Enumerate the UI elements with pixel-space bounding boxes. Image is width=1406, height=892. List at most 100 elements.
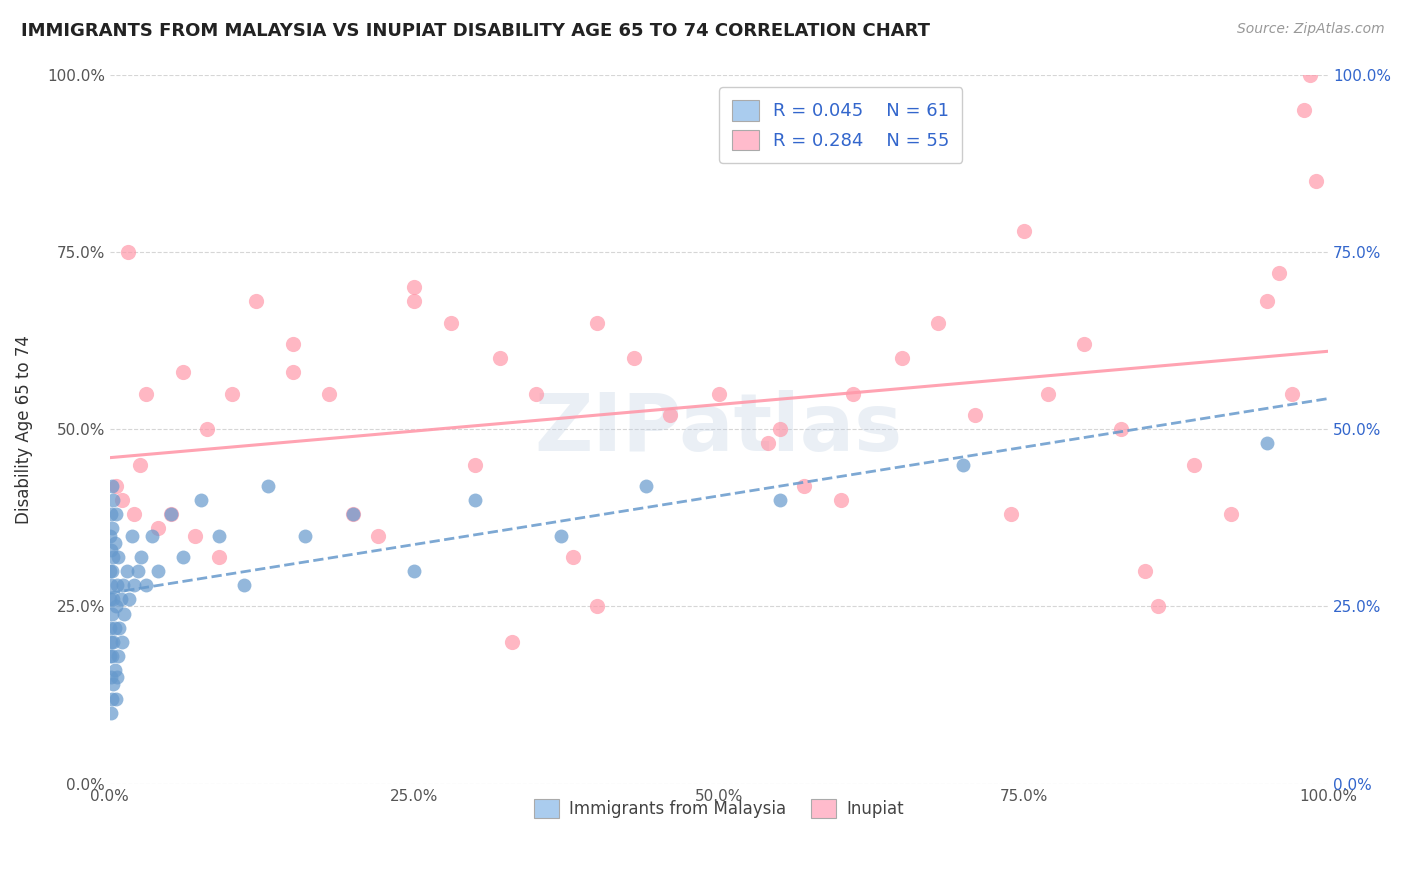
Point (172, 549, 194, 564)
Point (793, 479, 815, 493)
Point (257, 479, 280, 493)
Point (952, 458, 974, 472)
Point (104, 621, 127, 635)
Point (1000, 507, 1022, 521)
Point (1299, 68, 1322, 82)
Point (112, 578, 135, 592)
Point (103, 549, 125, 564)
Point (104, 599, 127, 614)
Point (1146, 599, 1168, 614)
Point (318, 386, 340, 401)
Point (103, 493, 125, 508)
Point (100, 542, 122, 557)
Point (1281, 386, 1303, 401)
Point (586, 599, 609, 614)
Point (890, 351, 912, 366)
Point (464, 458, 486, 472)
Point (103, 635, 125, 649)
Point (104, 479, 127, 493)
Point (1135, 564, 1157, 578)
Point (1073, 337, 1095, 351)
Point (488, 351, 510, 366)
Point (586, 316, 609, 330)
Point (404, 294, 426, 309)
Point (190, 493, 212, 508)
Point (107, 549, 129, 564)
Point (769, 422, 792, 436)
Point (440, 316, 463, 330)
Point (103, 592, 125, 607)
Point (101, 521, 124, 535)
Point (195, 422, 218, 436)
Point (104, 507, 127, 521)
Point (342, 507, 364, 521)
Point (769, 493, 792, 508)
Point (122, 507, 145, 521)
Legend: Immigrants from Malaysia, Inupiat: Immigrants from Malaysia, Inupiat (527, 792, 911, 825)
Point (101, 564, 124, 578)
Point (1036, 386, 1059, 401)
Point (101, 479, 124, 493)
Point (659, 408, 682, 422)
Text: Source: ZipAtlas.com: Source: ZipAtlas.com (1237, 22, 1385, 37)
Point (208, 528, 231, 542)
Point (135, 578, 157, 592)
Point (159, 507, 181, 521)
Point (105, 578, 128, 592)
Point (1256, 294, 1278, 309)
Point (634, 479, 657, 493)
Point (100, 578, 122, 592)
Point (172, 365, 194, 379)
Point (281, 337, 304, 351)
Point (1219, 507, 1241, 521)
Point (127, 564, 149, 578)
Point (103, 677, 125, 691)
Point (98, 592, 121, 607)
Point (404, 564, 426, 578)
Point (104, 691, 127, 706)
Point (112, 607, 135, 621)
Point (294, 528, 316, 542)
Point (561, 549, 583, 564)
Point (707, 386, 730, 401)
Point (367, 528, 389, 542)
Point (122, 578, 145, 592)
Point (1292, 103, 1315, 117)
Point (104, 535, 127, 549)
Point (141, 528, 163, 542)
Point (121, 528, 143, 542)
Point (98, 621, 121, 635)
Point (842, 386, 865, 401)
Point (1182, 458, 1205, 472)
Point (245, 294, 267, 309)
Point (131, 549, 153, 564)
Point (927, 316, 949, 330)
Point (111, 493, 134, 508)
Point (98, 564, 121, 578)
Point (963, 408, 986, 422)
Point (98, 649, 121, 664)
Point (101, 649, 124, 664)
Point (115, 564, 138, 578)
Point (342, 507, 364, 521)
Point (232, 578, 254, 592)
Point (98, 528, 121, 542)
Point (464, 493, 486, 508)
Point (148, 521, 170, 535)
Point (117, 244, 139, 259)
Text: IMMIGRANTS FROM MALAYSIA VS INUPIAT DISABILITY AGE 65 TO 74 CORRELATION CHART: IMMIGRANTS FROM MALAYSIA VS INUPIAT DISA… (21, 22, 931, 40)
Point (101, 691, 124, 706)
Point (100, 706, 122, 720)
Point (100, 670, 122, 684)
Point (1256, 436, 1278, 450)
Point (100, 507, 122, 521)
Point (404, 280, 426, 294)
Point (1305, 174, 1327, 188)
Point (111, 635, 134, 649)
Point (100, 635, 122, 649)
Point (101, 607, 124, 621)
Point (221, 386, 243, 401)
Point (110, 592, 132, 607)
Point (1012, 223, 1035, 237)
Point (550, 528, 572, 542)
